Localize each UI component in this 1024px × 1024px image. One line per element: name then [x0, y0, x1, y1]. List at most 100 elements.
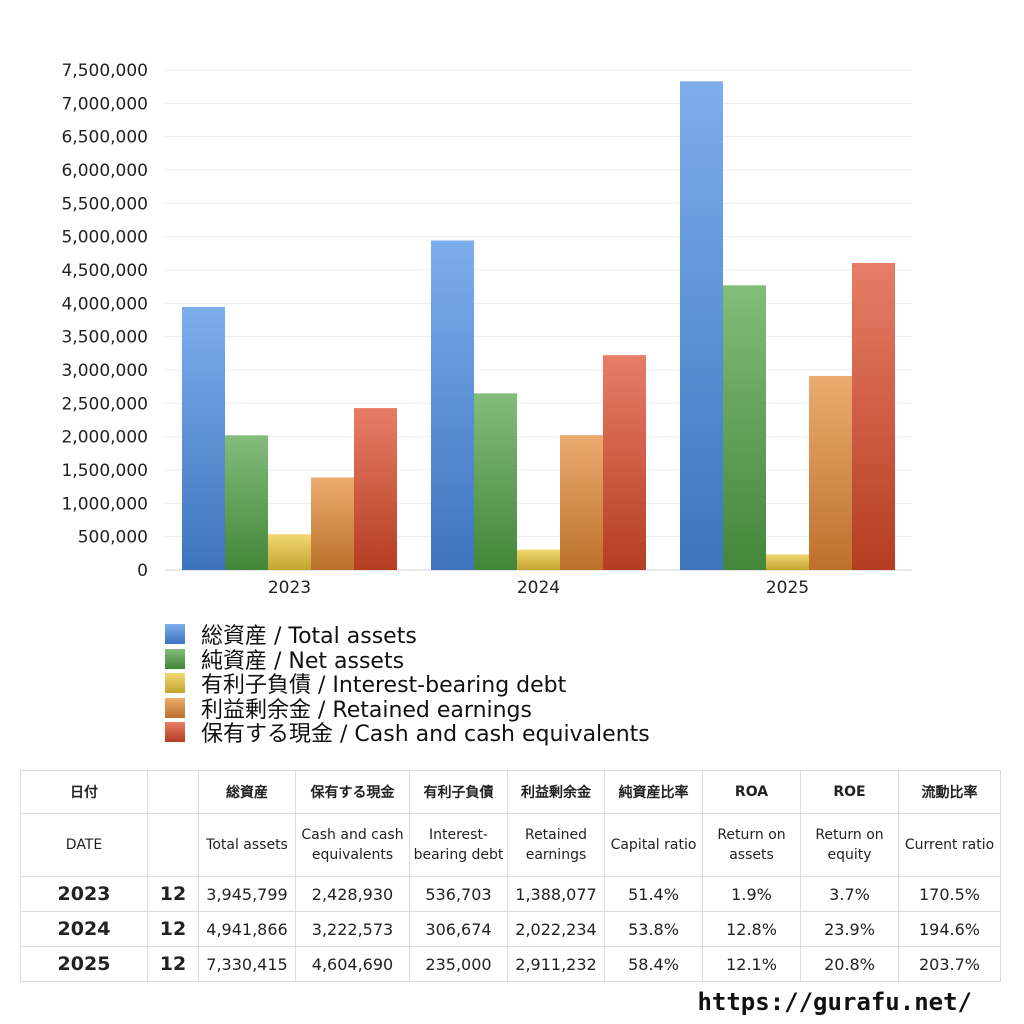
- legend-swatch: [165, 673, 185, 694]
- bar: [474, 393, 517, 570]
- header-current-ratio-jp: 流動比率: [898, 770, 1001, 814]
- bar: [560, 435, 603, 570]
- y-tick-label: 7,500,000: [61, 61, 148, 81]
- y-tick-label: 4,500,000: [61, 261, 148, 281]
- header-total-assets-en: Total assets: [198, 813, 296, 877]
- y-tick-label: 3,500,000: [61, 328, 148, 348]
- y-tick-label: 6,000,000: [61, 161, 148, 181]
- header-capital-ratio-en: Capital ratio: [604, 813, 703, 877]
- legend-label: 総資産 / Total assets: [201, 624, 417, 650]
- legend-item: 純資産 / Net assets: [165, 647, 650, 674]
- legend-item: 利益剰余金 / Retained earnings: [165, 696, 650, 723]
- header-debt-en: Interest-bearing debt: [409, 813, 508, 877]
- legend-swatch: [165, 624, 185, 645]
- row-month: 12: [147, 911, 199, 947]
- financial-table: 日付 総資産 保有する現金 有利子負債 利益剰余金 純資産比率 ROA ROE …: [20, 770, 1001, 982]
- bar: [354, 408, 397, 570]
- row-debt: 306,674: [409, 911, 508, 947]
- row-roa: 12.8%: [702, 911, 801, 947]
- y-tick-label: 5,000,000: [61, 228, 148, 248]
- bar: [268, 534, 311, 570]
- bar: [766, 554, 809, 570]
- row-year: 2025: [20, 946, 148, 982]
- header-cash-jp: 保有する現金: [295, 770, 410, 814]
- row-year: 2024: [20, 911, 148, 947]
- header-roa-jp: ROA: [702, 770, 801, 814]
- y-tick-label: 1,000,000: [61, 494, 148, 514]
- bar-chart: 0 500,000 1,000,000 1,500,000 2,000,000 2,500…: [61, 61, 912, 598]
- row-total-assets: 4,941,866: [198, 911, 296, 947]
- x-tick-label: 2025: [766, 578, 809, 598]
- y-tick-label: 2,000,000: [61, 428, 148, 448]
- bar: [431, 240, 474, 570]
- header-capital-ratio-jp: 純資産比率: [604, 770, 703, 814]
- header-retained-en: Retained earnings: [507, 813, 605, 877]
- legend-swatch: [165, 648, 185, 669]
- bar: [809, 375, 852, 570]
- header-cash-en: Cash and cash equivalents: [295, 813, 410, 877]
- y-tick-label: 500,000: [78, 528, 148, 548]
- row-total-assets: 3,945,799: [198, 876, 296, 912]
- header-roe-jp: ROE: [800, 770, 899, 814]
- row-roa: 12.1%: [702, 946, 801, 982]
- row-current-ratio: 194.6%: [898, 911, 1001, 947]
- legend-label: 純資産 / Net assets: [201, 648, 405, 674]
- header-retained-jp: 利益剰余金: [507, 770, 605, 814]
- row-roe: 3.7%: [800, 876, 899, 912]
- bar: [311, 477, 354, 570]
- y-tick-label: 7,000,000: [61, 94, 148, 114]
- legend-label: 保有する現金 / Cash and cash equivalents: [201, 722, 650, 748]
- row-capital-ratio: 53.8%: [604, 911, 703, 947]
- header-current-ratio-en: Current ratio: [898, 813, 1001, 877]
- y-tick-label: 6,500,000: [61, 128, 148, 148]
- row-retained: 1,388,077: [507, 876, 605, 912]
- y-tick-label: 1,500,000: [61, 461, 148, 481]
- row-roe: 20.8%: [800, 946, 899, 982]
- table-row: 2025 12 7,330,415 4,604,690 235,000 2,91…: [20, 946, 1001, 982]
- row-total-assets: 7,330,415: [198, 946, 296, 982]
- bar: [517, 549, 560, 570]
- table-row: 2023 12 3,945,799 2,428,930 536,703 1,38…: [20, 876, 1001, 912]
- legend-item: 保有する現金 / Cash and cash equivalents: [165, 720, 650, 747]
- site-url: https://gurafu.net/: [697, 988, 972, 1016]
- header-date-jp: 日付: [20, 770, 148, 814]
- y-tick-label: 5,500,000: [61, 194, 148, 214]
- row-debt: 536,703: [409, 876, 508, 912]
- legend-item: 総資産 / Total assets: [165, 622, 650, 649]
- header-month-jp: [147, 770, 199, 814]
- bar: [603, 355, 646, 570]
- x-tick-label: 2024: [517, 578, 560, 598]
- row-cash: 2,428,930: [295, 876, 410, 912]
- row-month: 12: [147, 876, 199, 912]
- row-capital-ratio: 58.4%: [604, 946, 703, 982]
- header-row-en: DATE Total assets Cash and cash equivale…: [20, 813, 1001, 877]
- legend-label: 有利子負債 / Interest-bearing debt: [201, 673, 567, 699]
- header-date-en: DATE: [20, 813, 148, 877]
- bar: [852, 263, 895, 570]
- row-capital-ratio: 51.4%: [604, 876, 703, 912]
- row-cash: 4,604,690: [295, 946, 410, 982]
- chart-legend: 総資産 / Total assets 純資産 / Net assets 有利子負債 …: [165, 622, 650, 747]
- x-tick-label: 2023: [268, 578, 311, 598]
- header-roe-en: Return on equity: [800, 813, 899, 877]
- legend-swatch: [165, 722, 185, 743]
- row-current-ratio: 203.7%: [898, 946, 1001, 982]
- legend-swatch: [165, 697, 185, 718]
- row-year: 2023: [20, 876, 148, 912]
- table-row: 2024 12 4,941,866 3,222,573 306,674 2,02…: [20, 911, 1001, 947]
- row-debt: 235,000: [409, 946, 508, 982]
- bar: [723, 285, 766, 570]
- legend-item: 有利子負債 / Interest-bearing debt: [165, 671, 650, 698]
- header-debt-jp: 有利子負債: [409, 770, 508, 814]
- header-total-assets-jp: 総資産: [198, 770, 296, 814]
- row-current-ratio: 170.5%: [898, 876, 1001, 912]
- row-retained: 2,911,232: [507, 946, 605, 982]
- header-month-en: [147, 813, 199, 877]
- row-roa: 1.9%: [702, 876, 801, 912]
- header-row-jp: 日付 総資産 保有する現金 有利子負債 利益剰余金 純資産比率 ROA ROE …: [20, 770, 1001, 814]
- header-roa-en: Return on assets: [702, 813, 801, 877]
- y-tick-label: 3,000,000: [61, 361, 148, 381]
- bar: [680, 81, 723, 570]
- y-tick-label: 0: [137, 561, 148, 581]
- bar: [225, 435, 268, 570]
